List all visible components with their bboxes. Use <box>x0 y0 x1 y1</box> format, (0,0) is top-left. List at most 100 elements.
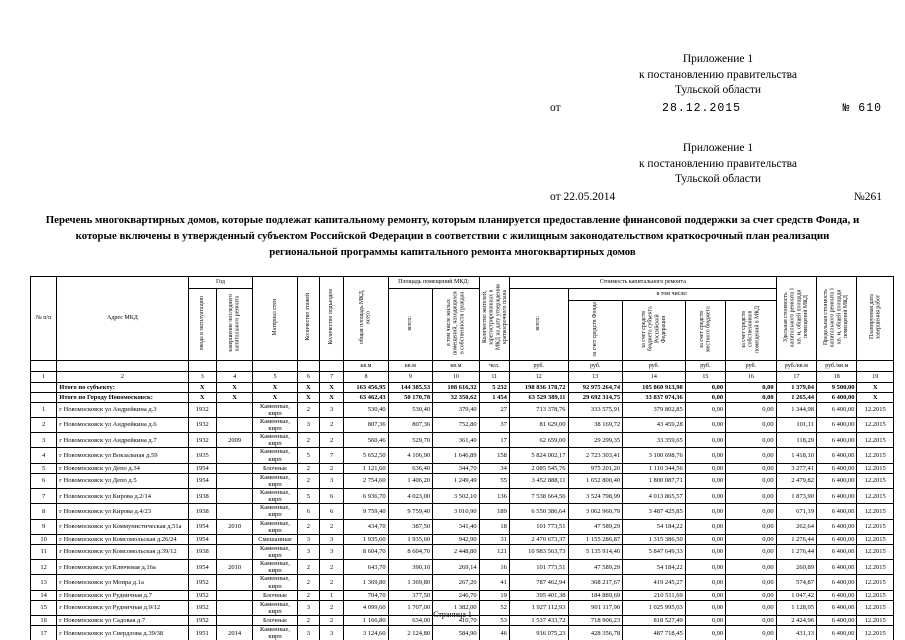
appendix1-date: 28.12.2015 <box>662 101 742 115</box>
column-number-cell: 12 <box>508 370 569 383</box>
cell: 5 <box>29 462 58 474</box>
header-area-all: всего: <box>387 288 434 361</box>
cell: 1 873,90 <box>775 487 818 505</box>
cell: 6 400,00 <box>816 391 858 403</box>
cell: 1 379,04 <box>775 381 818 393</box>
cell: 6 400,00 <box>816 559 858 576</box>
cell: 1952 <box>187 589 217 601</box>
header-entrances: Количество подъездов <box>318 276 345 361</box>
cell: 8 604,70 <box>387 543 434 561</box>
cell: 1 <box>318 589 345 601</box>
cell: г Новомосковск ул Мопра д.1а <box>56 574 189 591</box>
table-row: 17 г Новомосковск ул Свердлова д.39/38 195… <box>29 624 894 640</box>
cell: 144 385,53 <box>387 381 434 393</box>
cell: 0,00 <box>725 401 777 418</box>
appendix-block-1: Приложение 1 к постановлению правительст… <box>548 52 888 116</box>
cell: 189 <box>478 503 510 520</box>
cell <box>215 543 254 561</box>
unit-cell: руб. <box>684 359 727 372</box>
page-number: Страница 1 <box>433 610 472 619</box>
cell: 15 <box>29 599 58 616</box>
column-number-cell: 9 <box>387 370 434 383</box>
cell: 0,00 <box>684 559 727 576</box>
cell: 262,64 <box>775 518 818 535</box>
table-row: 14 г Новомосковск ул Рудничная д.7 1952 Бло… <box>29 589 894 601</box>
cell: 379,40 <box>432 401 480 418</box>
cell: 6 400,00 <box>816 462 858 474</box>
table-row: 13 г Новомосковск ул Мопра д.1а 1952 Каменн… <box>29 574 894 591</box>
unit-cell: руб. <box>622 359 686 372</box>
column-number-cell: 13 <box>567 370 624 383</box>
column-number-cell: 8 <box>343 370 389 383</box>
cell: 50 170,78 <box>387 391 434 403</box>
cell: г Новомосковск ул Кирова д.4/23 <box>56 503 189 520</box>
cell: 2 <box>318 416 345 434</box>
cell: 1 121,60 <box>343 462 389 474</box>
cell: 1954 <box>187 533 217 545</box>
cell: 3 <box>29 432 58 449</box>
column-number-cell: 3 <box>187 370 217 383</box>
cell: 2 <box>296 432 320 449</box>
cell: 975 201,20 <box>567 462 624 474</box>
cell: Каменные, кирп <box>252 599 298 616</box>
cell: X <box>318 381 345 393</box>
cell: 10 <box>29 533 58 545</box>
cell: 0,00 <box>684 533 727 545</box>
column-number-cell: 18 <box>816 370 858 383</box>
cell: 1 047,42 <box>775 589 818 601</box>
cell: 1954 <box>187 518 217 535</box>
cell: 3 502,10 <box>432 487 480 505</box>
cell: 0,00 <box>684 416 727 434</box>
cell: 6 400,00 <box>816 401 858 418</box>
cell: 2 <box>318 599 345 616</box>
cell: 1952 <box>187 599 217 616</box>
cell: г Новомосковск ул Андрейкина д.7 <box>56 432 189 449</box>
cell: 12 <box>29 559 58 576</box>
cell: 0,00 <box>725 589 777 601</box>
column-number-cell: 11 <box>478 370 510 383</box>
cell <box>215 487 254 505</box>
cell <box>215 416 254 434</box>
cell: 11 <box>29 543 58 561</box>
cell: 12.2015 <box>856 599 894 616</box>
cell: 1938 <box>187 503 217 520</box>
cell: 434,70 <box>343 518 389 535</box>
cell: 7 538 664,56 <box>508 487 569 505</box>
cell: 27 <box>478 401 510 418</box>
cell: 2 <box>296 589 320 601</box>
cell: Каменные, кирп <box>252 447 298 464</box>
cell: 121 <box>478 543 510 561</box>
table-body: Итого по субъекту: X X X X X 163 456,95 144 385… <box>29 381 894 640</box>
header-completion-date: Планируемая дата завершения работ <box>856 276 894 361</box>
cell: 3 <box>318 472 345 490</box>
cell: 487 718,45 <box>622 624 686 640</box>
header-residents: Количество жителей, зарегистрированных в… <box>478 276 510 361</box>
column-number-cell: 5 <box>252 370 298 383</box>
cell: 4 013 865,57 <box>622 487 686 505</box>
cell: 6 400,00 <box>816 599 858 616</box>
cell: 3 487 425,85 <box>622 503 686 520</box>
appendix2-number: №261 <box>853 190 882 203</box>
cell: Каменные, кирп <box>252 559 298 576</box>
appendix2-line2: к постановлению правительства <box>638 157 798 170</box>
cell: 1938 <box>187 543 217 561</box>
cell: Блочные <box>252 589 298 601</box>
unit-cell: руб./кв.м <box>775 359 818 372</box>
cell: 2 754,60 <box>343 472 389 490</box>
cell: г Новомосковск ул Вокзальная д.59 <box>56 447 189 464</box>
header-group-including: в том числе: <box>567 288 777 301</box>
cell: 52 <box>478 599 510 616</box>
cell: 2 470 673,37 <box>508 533 569 545</box>
cell: 916 075,23 <box>508 624 569 640</box>
cell <box>215 599 254 616</box>
cell: 0,00 <box>684 401 727 418</box>
cell: 2 <box>29 416 58 434</box>
header-group-year: Год <box>187 276 254 289</box>
cell: 2 <box>318 462 345 474</box>
cell: 12.2015 <box>856 533 894 545</box>
cell: 1935 <box>187 447 217 464</box>
cell: 18 <box>478 518 510 535</box>
column-number-cell: 2 <box>56 370 189 383</box>
